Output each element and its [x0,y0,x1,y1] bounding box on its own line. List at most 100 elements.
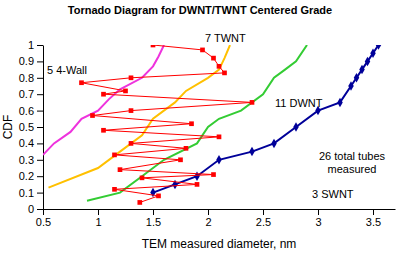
y-tick: 0.9 [19,55,43,67]
marker [129,108,134,113]
annotation: 26 total tubesmeasured [319,150,386,175]
series-line [82,45,253,202]
y-tick: 0.5 [19,121,43,133]
y-tick-mark [37,160,43,161]
y-tick: 0.3 [19,154,43,166]
marker [211,56,216,61]
x-tick: 3.5 [366,209,381,228]
y-tick-label: 0.2 [19,170,34,182]
y-tick-label: 0.1 [19,187,34,199]
y-tick-label: 1 [28,39,34,51]
y-axis-line [43,46,44,210]
x-tick-mark [98,209,99,215]
marker [359,65,364,74]
y-axis: 0 0.1 0.2 0.3 0.4 0.5 0.6 0.7 0.8 0.9 1 [19,39,44,215]
series-label: 3 SWNT [312,188,354,200]
marker [184,146,189,151]
y-tick-mark [37,78,43,79]
series-line [87,45,307,201]
marker [101,92,106,97]
marker [217,64,222,69]
x-tick-label: 3 [315,216,321,228]
title: Tornado Diagram for DWNT/TWNT Centered G… [68,4,332,16]
annotation-line: 26 total tubes [319,150,386,162]
x-tick: 3 [315,209,321,228]
x-tick-label: 1.5 [146,216,161,228]
y-tick: 0.1 [19,187,43,199]
marker [123,89,128,94]
x-tick-mark [208,209,209,215]
marker [129,75,134,80]
x-tick-label: 3.5 [366,216,381,228]
marker [348,81,353,90]
plot: 0.5 1 1.5 2 2.5 3 3.5 0 0.1 0.2 0.3 0.4 0.5 0.6 0.7 0.8… [19,39,396,228]
y-tick-label: 0.7 [19,88,34,100]
marker [195,182,200,187]
x-tick-label: 2 [205,216,211,228]
y-tick: 0.8 [19,72,43,84]
marker [112,187,117,192]
y-tick: 0.7 [19,88,43,100]
marker [293,122,298,131]
x-tick-mark [318,209,319,215]
y-tick-mark [37,176,43,177]
x-axis: 0.5 1 1.5 2 2.5 3 3.5 [36,209,396,228]
marker [216,155,221,164]
marker [189,121,194,126]
marker [370,48,375,57]
y-tick-mark [37,143,43,144]
series-label: 7 TWNT [205,32,246,44]
chart: 0.5 1 1.5 2 2.5 3 3.5 0 0.1 0.2 0.3 0.4 0.5 0.6 0.7 0.8… [0,0,400,268]
marker [249,147,254,156]
marker [156,194,161,199]
x-axis-title: TEM measured diameter, nm [142,237,297,251]
x-tick-label: 0.5 [36,216,51,228]
marker [217,134,222,139]
y-tick-label: 0.6 [19,105,34,117]
marker [222,71,227,76]
x-tick-mark [263,209,264,215]
x-tick-mark [153,209,154,215]
y-tick-mark [37,94,43,95]
x-tick-label: 2.5 [256,216,271,228]
y-tick-label: 0.5 [19,121,34,133]
series-label: 11 DWNT [275,97,323,109]
x-tick: 2.5 [256,209,271,228]
y-tick-label: 0.8 [19,72,34,84]
marker [118,167,123,172]
y-tick: 0 [28,203,43,215]
marker [200,48,205,53]
x-tick: 1.5 [146,209,161,228]
marker [79,80,84,85]
marker [211,172,216,177]
marker [250,100,255,105]
markers [150,45,381,197]
marker [150,188,155,197]
marker [101,128,106,133]
marker [194,171,199,180]
x-tick: 2 [205,209,211,228]
series-label: 5 4-Wall [47,64,87,76]
y-tick-label: 0.3 [19,154,34,166]
y-tick: 0.4 [19,137,43,149]
x-tick-mark [43,209,44,215]
y-axis-title: CDF [1,115,15,140]
y-tick: 0.6 [19,105,43,117]
y-tick-mark [37,127,43,128]
x-tick: 1 [95,209,101,228]
series-line [43,45,164,155]
y-tick-label: 0 [28,203,34,215]
y-tick-mark [37,45,43,46]
y-tick-label: 0.4 [19,137,34,149]
marker [151,45,156,47]
x-tick: 0.5 [36,209,51,228]
marker [137,200,142,205]
y-tick-mark [37,209,43,210]
x-tick-mark [373,209,374,215]
y-tick-label: 0.9 [19,55,34,67]
y-tick: 1 [28,39,43,51]
series-line [153,45,379,193]
marker [337,98,342,107]
marker [178,157,183,162]
marker [90,113,95,118]
